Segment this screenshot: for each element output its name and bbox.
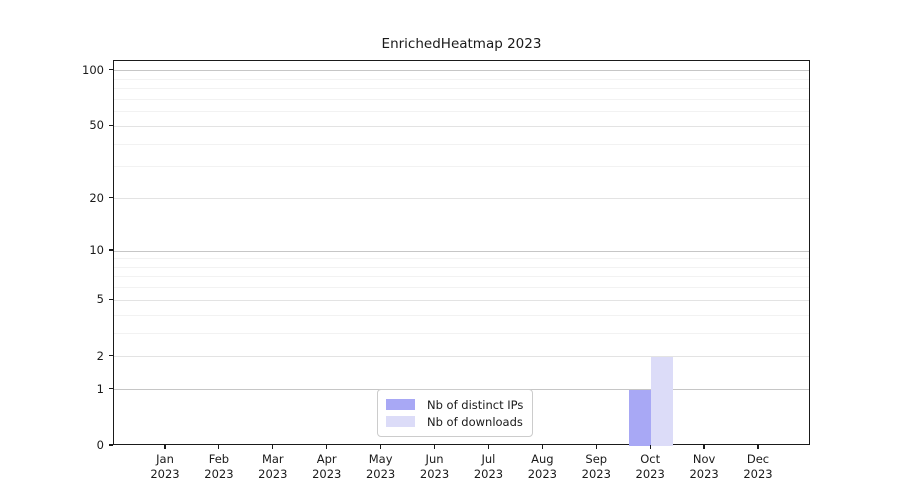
x-tick-mark-sep [595,445,597,449]
x-tick-mark-jul [487,445,490,449]
gridline-y-50 [114,125,809,127]
legend-swatch-distinct-ips [386,399,415,410]
legend-swatch-downloads [386,416,415,427]
x-tick-mark-aug [541,445,543,449]
x-tick-label-aug: Aug 2023 [527,452,557,481]
bar-nb-of-distinct-ips-oct [629,389,652,446]
x-tick-mark-dec [757,445,759,449]
y-tick-label-100: 100 [82,62,104,77]
y-tick-mark-20 [109,196,113,199]
minor-gridline-y-3 [114,332,809,334]
x-tick-mark-jun [433,445,436,449]
x-tick-label-jul: Jul 2023 [473,452,504,481]
x-tick-label-sep: Sep 2023 [581,452,611,481]
gridline-y-2 [114,356,809,358]
x-tick-label-mar: Mar 2023 [258,452,288,481]
y-tick-label-5: 5 [96,292,104,307]
minor-gridline-y-8 [114,266,809,268]
minor-gridline-y-60 [114,111,809,113]
legend-label-distinct-ips: Nb of distinct IPs [427,397,524,412]
legend: Nb of distinct IPs Nb of downloads [377,389,534,437]
bar-nb-of-downloads-oct [651,356,674,446]
y-tick-mark-5 [109,298,113,300]
y-tick-mark-10 [109,249,113,251]
y-tick-label-1: 1 [96,381,104,396]
x-tick-label-jan: Jan 2023 [150,452,180,481]
y-tick-label-10: 10 [89,243,104,258]
gridline-y-5 [114,299,809,301]
y-tick-mark-2 [109,355,113,357]
chart-title: EnrichedHeatmap 2023 [381,36,542,52]
y-tick-label-50: 50 [89,118,104,133]
y-tick-mark-1 [109,388,113,390]
y-tick-label-20: 20 [89,190,104,205]
minor-gridline-y-30 [114,166,809,168]
gridline-y-20 [114,198,809,199]
minor-gridline-y-80 [114,88,809,90]
y-tick-mark-0 [109,444,113,446]
minor-gridline-y-6 [114,287,809,289]
y-tick-mark-100 [109,69,113,71]
x-tick-label-jun: Jun 2023 [419,452,450,481]
minor-gridline-y-90 [114,78,809,80]
x-tick-label-dec: Dec 2023 [743,452,773,481]
legend-item-downloads: Nb of downloads [386,413,523,430]
minor-gridline-y-4 [114,314,809,316]
minor-gridline-y-9 [114,258,809,260]
x-tick-mark-jan [164,445,166,449]
minor-gridline-y-70 [114,98,809,100]
x-tick-mark-oct [649,445,651,449]
y-tick-label-0: 0 [96,438,104,452]
y-tick-mark-50 [109,124,113,126]
plot-area [113,60,810,446]
x-tick-label-feb: Feb 2023 [204,452,234,481]
x-tick-mark-may [380,445,382,449]
x-tick-mark-mar [272,445,274,449]
x-tick-mark-apr [326,445,328,449]
y-tick-label-2: 2 [96,348,104,363]
major-gridline-y-10 [114,250,809,252]
major-gridline-y-100 [114,70,809,72]
x-tick-label-may: May 2023 [365,452,396,481]
x-tick-mark-nov [703,445,705,449]
x-tick-label-oct: Oct 2023 [635,452,665,481]
legend-label-downloads: Nb of downloads [427,414,523,429]
legend-item-distinct-ips: Nb of distinct IPs [386,396,523,413]
minor-gridline-y-7 [114,276,809,278]
x-tick-label-nov: Nov 2023 [689,452,719,481]
x-tick-mark-feb [218,445,220,449]
minor-gridline-y-40 [114,143,809,145]
x-tick-label-apr: Apr 2023 [312,452,342,481]
